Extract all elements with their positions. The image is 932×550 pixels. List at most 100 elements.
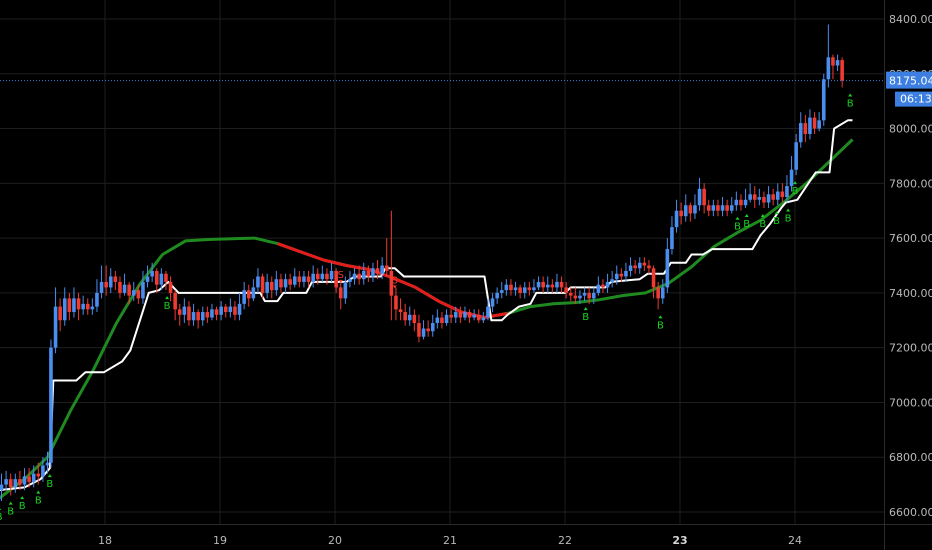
candle-body <box>596 284 601 293</box>
candle-body <box>633 265 637 269</box>
buy-arrow-icon <box>8 501 13 505</box>
candle-body <box>417 323 421 337</box>
candle-body <box>288 279 292 285</box>
buy-signal-label: B <box>46 479 53 490</box>
candle-body <box>840 60 844 81</box>
candle-body <box>27 476 31 482</box>
candles <box>0 24 844 502</box>
candle-body <box>196 312 200 321</box>
y-tick-label: 7000.00 <box>889 396 932 409</box>
candle-body <box>522 287 527 293</box>
candle-body <box>13 479 18 488</box>
candle-body <box>601 284 605 288</box>
candle-body <box>495 292 499 299</box>
candle-body <box>614 273 619 280</box>
last-price-badge-bg <box>886 71 932 89</box>
candle-body <box>403 312 407 321</box>
candle-body <box>191 312 196 321</box>
buy-arrow-icon <box>848 93 853 97</box>
candle-body <box>780 191 785 198</box>
x-tick-label: 18 <box>98 534 112 547</box>
candle-body <box>550 284 555 288</box>
candle-body <box>421 328 426 337</box>
buy-signal-label: B <box>743 219 750 230</box>
candle-body <box>352 273 357 280</box>
candle-body <box>99 281 104 293</box>
candle-body <box>127 284 131 296</box>
candle-body <box>90 306 95 310</box>
candle-body <box>697 188 702 206</box>
candle-body <box>297 276 302 282</box>
candle-body <box>260 276 265 293</box>
candle-body <box>670 227 674 250</box>
candle-body <box>449 314 453 318</box>
candle-body <box>716 205 720 211</box>
countdown-badge-bg <box>895 91 932 107</box>
buy-signal-label: B <box>0 512 3 523</box>
countdown-label: 06:13 <box>900 93 932 106</box>
candle-body <box>256 276 260 288</box>
candle-body <box>555 281 559 288</box>
candle-body <box>789 169 794 187</box>
candle-body <box>384 265 389 271</box>
buy-signal-label: B <box>785 214 792 225</box>
buy-arrow-icon <box>658 315 663 319</box>
candle-body <box>527 287 532 291</box>
y-tick-label: 6600.00 <box>889 506 932 519</box>
candle-body <box>752 194 757 200</box>
candle-body <box>228 306 233 313</box>
buy-signal-label: B <box>582 312 589 323</box>
candle-body <box>808 117 812 135</box>
buy-arrow-icon <box>760 213 765 217</box>
candle-body <box>389 270 394 296</box>
candle-body <box>357 273 361 280</box>
candle-body <box>141 281 145 299</box>
candle-body <box>573 295 578 299</box>
candle-body <box>348 279 352 282</box>
candle-body <box>440 317 444 324</box>
candle-body <box>361 270 366 280</box>
candle-body <box>108 276 113 288</box>
buy-signal-label: B <box>847 98 854 109</box>
candle-body <box>219 306 223 315</box>
candle-body <box>246 290 251 299</box>
buy-signal-label: B <box>7 507 14 518</box>
x-tick-label: 24 <box>788 534 802 547</box>
candle-body <box>578 295 582 299</box>
candle-body <box>775 191 780 200</box>
candle-body <box>587 292 591 299</box>
candle-body <box>279 279 283 288</box>
y-tick-label: 7800.00 <box>889 177 932 190</box>
y-tick-label: 8400.00 <box>889 13 932 26</box>
buy-arrow-icon <box>0 508 2 511</box>
candle-body <box>302 276 306 282</box>
candle-body <box>22 476 27 485</box>
candle-body <box>624 270 628 277</box>
candle-body <box>711 205 716 211</box>
buy-arrow-icon <box>20 496 25 500</box>
candle-body <box>371 268 375 277</box>
candle-body <box>702 188 706 206</box>
candle-body <box>674 210 679 228</box>
candle-body <box>785 186 789 198</box>
candle-body <box>693 205 697 214</box>
candle-body <box>205 312 210 318</box>
buy-arrow-icon <box>735 216 740 220</box>
candle-body <box>582 292 587 296</box>
candle-body <box>343 281 348 299</box>
candle-body <box>637 262 642 269</box>
candle-body <box>210 309 214 318</box>
candle-body <box>49 347 53 463</box>
candle-body <box>435 317 440 324</box>
candle-body <box>509 284 513 291</box>
candle-body <box>541 281 545 288</box>
candle-body <box>831 57 835 66</box>
candle-body <box>729 205 734 211</box>
candle-body <box>269 281 274 291</box>
buy-signal-label: B <box>773 216 780 227</box>
candle-body <box>145 276 150 282</box>
candle-body <box>513 287 518 291</box>
sell-signal-label: S <box>392 275 398 286</box>
